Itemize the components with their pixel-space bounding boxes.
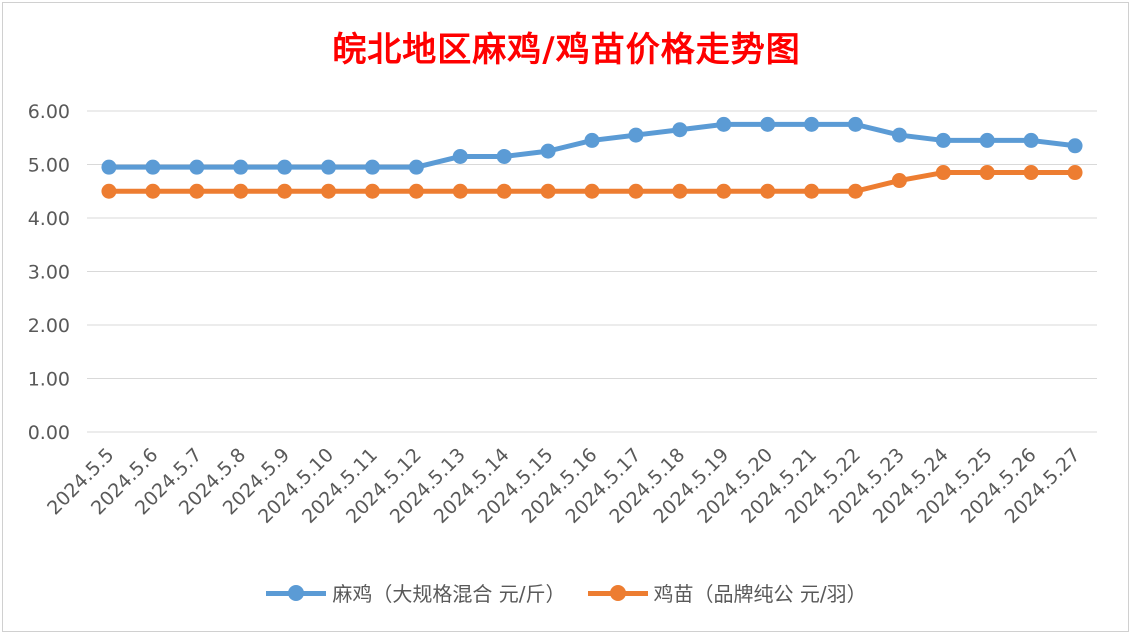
grid-lines — [87, 110, 1097, 433]
data-point — [189, 183, 205, 199]
data-point — [364, 183, 380, 199]
legend: 麻鸡（大规格混合 元/斤） 鸡苗（品牌纯公 元/羽） — [0, 578, 1133, 607]
data-point — [233, 183, 249, 199]
data-point — [408, 183, 424, 199]
data-point — [101, 183, 117, 199]
data-point — [804, 116, 820, 132]
data-point — [891, 127, 907, 143]
data-point — [1067, 138, 1083, 154]
y-tick-label: 1.00 — [28, 369, 70, 391]
data-point — [189, 159, 205, 175]
data-point — [321, 183, 337, 199]
data-point — [1023, 165, 1039, 181]
series-layer — [101, 116, 1083, 199]
data-point — [321, 159, 337, 175]
legend-item-chick: 鸡苗（品牌纯公 元/羽） — [587, 578, 867, 607]
data-point — [145, 159, 161, 175]
data-point — [584, 183, 600, 199]
data-point — [540, 143, 556, 159]
data-point — [496, 148, 512, 164]
data-point — [277, 159, 293, 175]
data-point — [540, 183, 556, 199]
data-point — [672, 122, 688, 138]
data-point — [145, 183, 161, 199]
y-tick-label: 2.00 — [28, 315, 70, 337]
y-tick-label: 3.00 — [28, 262, 70, 284]
data-point — [716, 116, 732, 132]
x-axis-ticks: 2024.5.52024.5.62024.5.72024.5.82024.5.9… — [43, 444, 1084, 528]
data-point — [584, 132, 600, 148]
data-point — [935, 132, 951, 148]
data-point — [716, 183, 732, 199]
data-point — [979, 132, 995, 148]
y-tick-label: 6.00 — [28, 101, 70, 123]
series-0 — [101, 116, 1083, 175]
legend-item-chicken: 麻鸡（大规格混合 元/斤） — [266, 578, 566, 607]
y-tick-label: 5.00 — [28, 155, 70, 177]
chart-title: 皖北地区麻鸡/鸡苗价格走势图 — [332, 30, 801, 70]
data-point — [760, 183, 776, 199]
y-tick-label: 4.00 — [28, 208, 70, 230]
series-1 — [101, 165, 1083, 199]
data-point — [364, 159, 380, 175]
legend-swatch-chicken — [266, 583, 327, 603]
data-point — [1067, 165, 1083, 181]
data-point — [804, 183, 820, 199]
data-point — [672, 183, 688, 199]
data-point — [891, 173, 907, 189]
data-point — [628, 127, 644, 143]
data-point — [452, 148, 468, 164]
data-point — [935, 165, 951, 181]
data-point — [760, 116, 776, 132]
data-point — [628, 183, 644, 199]
data-point — [233, 159, 249, 175]
data-point — [847, 116, 863, 132]
data-point — [277, 183, 293, 199]
y-tick-label: 0.00 — [28, 422, 70, 444]
data-point — [979, 165, 995, 181]
data-point — [101, 159, 117, 175]
legend-swatch-chick — [587, 583, 648, 603]
data-point — [1023, 132, 1039, 148]
data-point — [452, 183, 468, 199]
data-point — [408, 159, 424, 175]
data-point — [496, 183, 512, 199]
y-axis-ticks: 0.00 1.00 2.00 3.00 4.00 5.00 6.00 — [28, 101, 70, 444]
data-point — [847, 183, 863, 199]
legend-label-chicken: 麻鸡（大规格混合 元/斤） — [332, 582, 566, 606]
legend-label-chick: 鸡苗（品牌纯公 元/羽） — [653, 582, 867, 606]
